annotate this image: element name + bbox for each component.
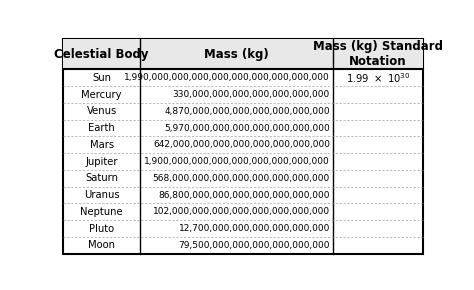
Text: 1,900,000,000,000,000,000,000,000,000: 1,900,000,000,000,000,000,000,000,000 (144, 157, 330, 166)
Text: Mass (kg): Mass (kg) (204, 48, 269, 61)
Text: 5,970,000,000,000,000,000,000,000: 5,970,000,000,000,000,000,000,000 (164, 124, 330, 133)
Text: Uranus: Uranus (84, 190, 119, 200)
Text: 642,000,000,000,000,000,000,000,000: 642,000,000,000,000,000,000,000,000 (153, 140, 330, 149)
Text: 568,000,000,000,000,000,000,000,000: 568,000,000,000,000,000,000,000,000 (153, 174, 330, 183)
Text: 86,800,000,000,000,000,000,000,000: 86,800,000,000,000,000,000,000,000 (158, 191, 330, 200)
Bar (63, 39, 423, 69)
Text: Saturn: Saturn (85, 173, 118, 183)
Text: Earth: Earth (88, 123, 115, 133)
Text: Mass (kg) Standard
Notation: Mass (kg) Standard Notation (313, 40, 443, 68)
Text: 4,870,000,000,000,000,000,000,000: 4,870,000,000,000,000,000,000,000 (164, 107, 330, 116)
Text: $1.99\ \times\ 10^{30}$: $1.99\ \times\ 10^{30}$ (346, 71, 410, 85)
Text: Neptune: Neptune (80, 207, 123, 217)
Text: 79,500,000,000,000,000,000,000: 79,500,000,000,000,000,000,000 (179, 241, 330, 250)
Text: Celestial Body: Celestial Body (55, 48, 149, 61)
Text: Mercury: Mercury (82, 90, 122, 99)
Text: Pluto: Pluto (89, 224, 114, 233)
Text: 102,000,000,000,000,000,000,000,000: 102,000,000,000,000,000,000,000,000 (153, 207, 330, 216)
Text: Sun: Sun (92, 73, 111, 83)
Text: Venus: Venus (86, 106, 117, 116)
Text: 12,700,000,000,000,000,000,000: 12,700,000,000,000,000,000,000 (179, 224, 330, 233)
Text: Moon: Moon (88, 240, 115, 250)
Text: 1,990,000,000,000,000,000,000,000,000,000: 1,990,000,000,000,000,000,000,000,000,00… (124, 73, 330, 82)
Text: 330,000,000,000,000,000,000,000: 330,000,000,000,000,000,000,000 (173, 90, 330, 99)
Text: Jupiter: Jupiter (85, 157, 118, 166)
Text: Mars: Mars (90, 140, 114, 150)
